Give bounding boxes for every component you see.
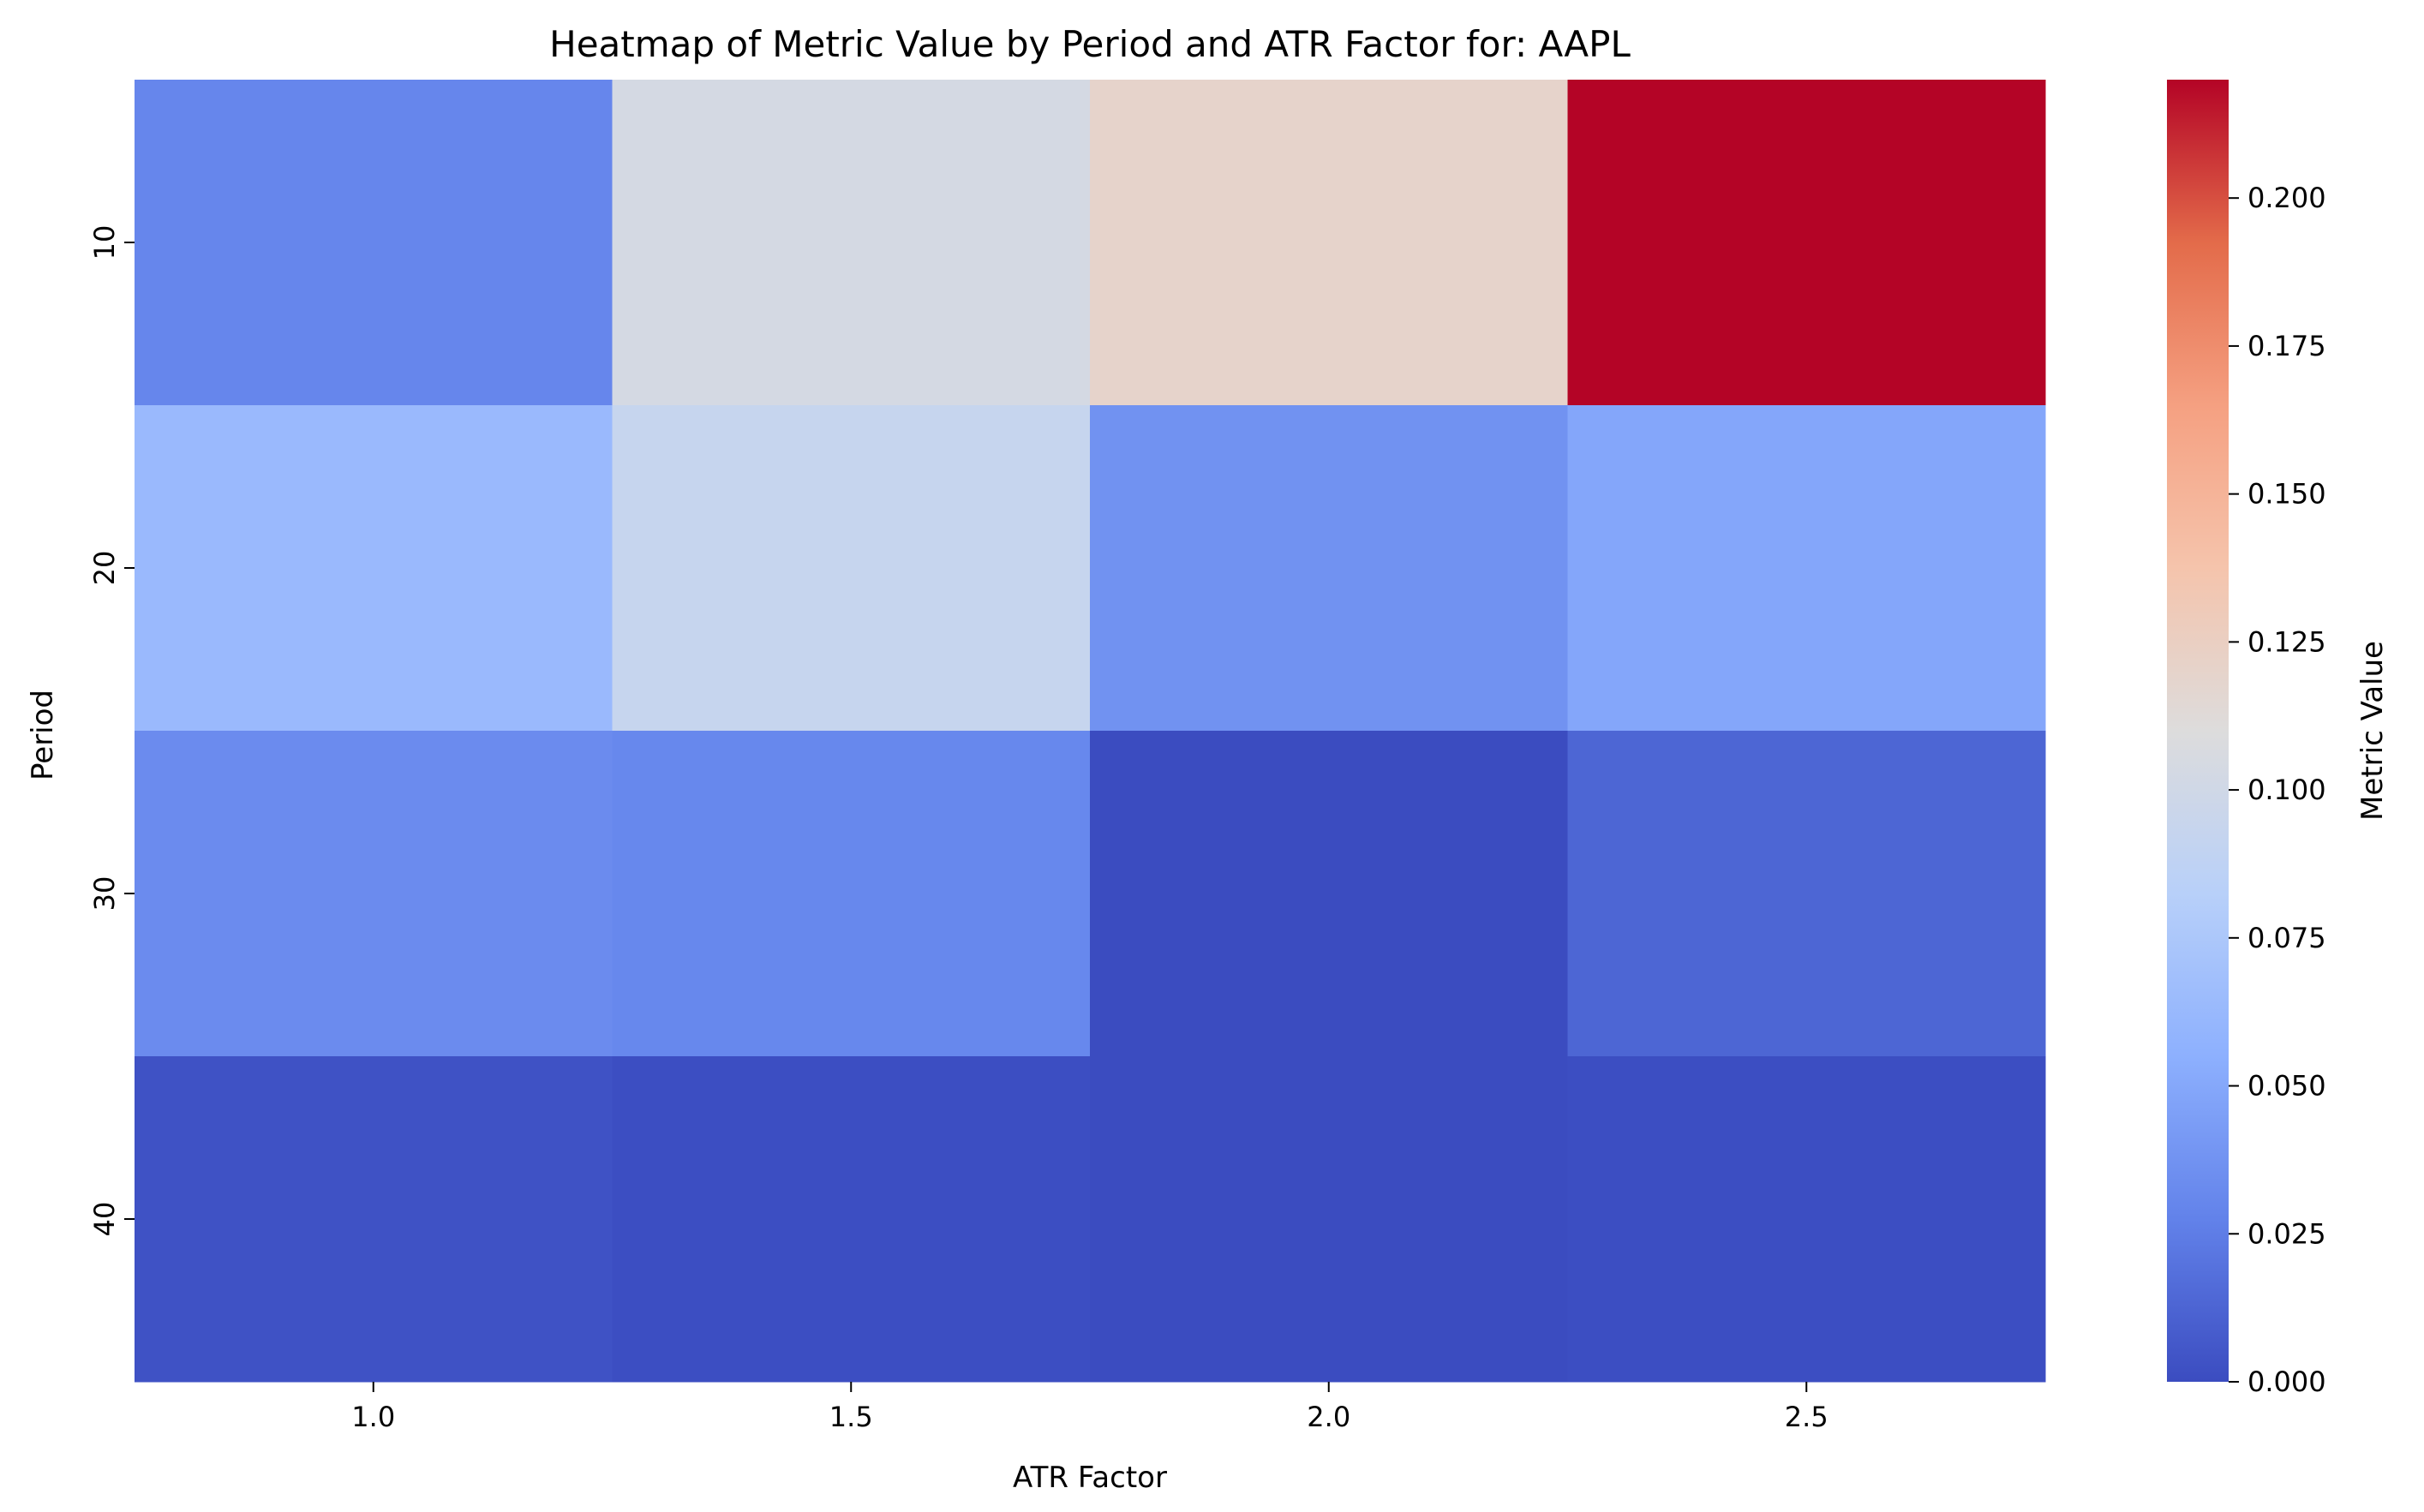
heatmap-cell (612, 405, 1091, 732)
x-tick-label: 1.5 (829, 1401, 873, 1433)
colorbar-tick-label: 0.125 (2247, 625, 2326, 658)
chart-title: Heatmap of Metric Value by Period and AT… (549, 23, 1631, 65)
colorbar-tick-label: 0.175 (2247, 330, 2326, 362)
colorbar-tick-label: 0.050 (2247, 1070, 2326, 1103)
y-tick-label: 10 (88, 225, 121, 260)
heatmap-cell (135, 80, 613, 406)
heatmap-cells (135, 80, 2046, 1383)
y-axis-label: Period (26, 690, 60, 780)
colorbar-ticks: 0.000 0.025 0.050 0.075 0.100 0.125 0.150 0.175… (2229, 182, 2326, 1398)
heatmap-cell (1567, 405, 2046, 732)
heatmap-cell (1567, 80, 2046, 406)
colorbar-tick-label: 0.150 (2247, 478, 2326, 511)
heatmap-cell (612, 731, 1091, 1057)
colorbar-tick-label: 0.100 (2247, 774, 2326, 806)
x-tick-label: 2.0 (1307, 1401, 1350, 1433)
colorbar (2167, 80, 2229, 1382)
heatmap-cell (1567, 731, 2046, 1057)
colorbar-tick-label: 0.075 (2247, 922, 2326, 954)
heatmap-cell (1090, 405, 1568, 732)
heatmap-cell (612, 80, 1091, 406)
heatmap-cell (135, 1056, 613, 1383)
y-tick-label: 20 (88, 551, 121, 586)
y-tick-label: 40 (88, 1202, 121, 1237)
heatmap-cell (1567, 1056, 2046, 1383)
heatmap-cell (1090, 1056, 1568, 1383)
colorbar-tick-label: 0.200 (2247, 182, 2326, 214)
y-axis-ticks: 10 20 30 40 (88, 225, 135, 1237)
heatmap-cell (612, 1056, 1091, 1383)
y-tick-label: 30 (88, 876, 121, 911)
heatmap-cell (135, 731, 613, 1057)
colorbar-label: Metric Value (2355, 641, 2390, 821)
heatmap-cell (1090, 80, 1568, 406)
colorbar-tick-label: 0.000 (2247, 1366, 2326, 1398)
colorbar-tick-label: 0.025 (2247, 1217, 2326, 1250)
x-axis-label: ATR Factor (1013, 1461, 1167, 1495)
x-tick-label: 1.0 (351, 1401, 395, 1433)
x-axis-ticks: 1.0 1.5 2.0 2.5 (351, 1382, 1828, 1433)
heatmap-cell (1090, 731, 1568, 1057)
heatmap-cell (135, 405, 613, 732)
x-tick-label: 2.5 (1785, 1401, 1828, 1433)
